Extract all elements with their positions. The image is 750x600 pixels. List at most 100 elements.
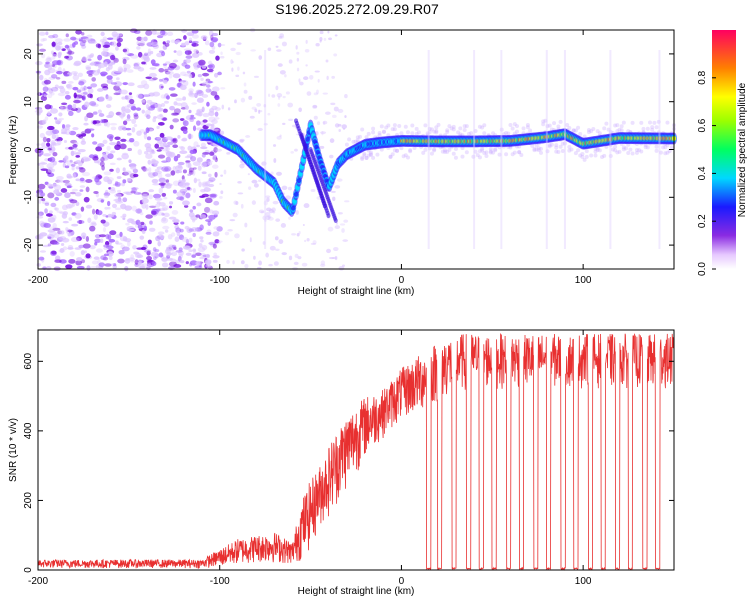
spectrogram-noise: [143, 52, 148, 56]
spectrogram-noise: [61, 124, 66, 129]
spectrogram-noise: [258, 55, 263, 60]
spectrogram-noise: [213, 117, 220, 120]
spectrogram-noise: [154, 32, 163, 35]
spectrogram-noise: [106, 145, 111, 151]
spectrogram-noise: [154, 103, 163, 109]
spectrogram-halo: [543, 118, 548, 123]
spectrogram-noise: [140, 37, 145, 41]
spectrogram-noise: [40, 192, 46, 197]
spectrogram-halo: [447, 124, 452, 129]
spectrogram-noise: [277, 63, 283, 67]
spectrogram-halo: [458, 126, 463, 131]
spectrogram-halo: [427, 146, 432, 151]
spectrogram-halo: [562, 141, 567, 146]
spectrogram-noise: [179, 71, 187, 76]
spectrogram-noise: [161, 217, 167, 222]
spectrogram-noise: [342, 127, 346, 130]
spectrogram-noise: [68, 130, 77, 136]
spectrogram-halo: [580, 152, 585, 157]
spectrogram-noise: [239, 139, 244, 143]
spectrogram-halo: [554, 143, 559, 148]
spectrogram-noise: [166, 71, 174, 75]
spectrogram-noise: [251, 106, 257, 110]
spectrogram-halo: [600, 154, 605, 159]
spectrogram-halo: [654, 144, 659, 149]
spectrogram-noise: [121, 127, 128, 131]
spectrogram-noise: [71, 223, 79, 227]
spectrogram-noise: [47, 229, 56, 233]
spectrogram-noise: [80, 86, 84, 92]
spectrogram-noise: [278, 239, 284, 244]
spectrogram-halo: [493, 148, 498, 153]
spectrogram-ytick-label: 0: [23, 146, 34, 152]
spectrogram-noise: [178, 234, 185, 241]
spectrogram-noise: [326, 248, 332, 254]
spectrogram-noise: [191, 227, 198, 233]
spectrogram-halo: [641, 126, 646, 131]
spectrogram-noise: [232, 60, 235, 64]
spectrogram-noise: [64, 129, 72, 135]
spectrogram-noise: [332, 196, 336, 202]
spectrogram-noise: [165, 146, 170, 152]
spectrogram-noise: [41, 201, 50, 205]
spectrogram-noise: [81, 96, 85, 100]
spectrogram-noise: [106, 95, 113, 102]
spectrogram-noise: [102, 47, 109, 52]
spectrogram-noise: [84, 115, 88, 122]
spectrogram-noise: [304, 239, 307, 243]
spectrogram-halo: [375, 152, 380, 157]
spectrogram-noise: [271, 207, 276, 213]
spectrogram-noise: [319, 39, 322, 43]
spectrogram-noise: [213, 200, 220, 206]
spectrogram-noise: [126, 177, 132, 182]
spectrogram-noise: [202, 72, 210, 77]
spectrogram-noise: [190, 114, 195, 118]
spectrogram-noise: [76, 89, 82, 93]
spectrogram-noise: [332, 114, 337, 119]
spectrogram-noise: [334, 34, 338, 37]
spectrogram-halo: [399, 146, 404, 151]
spectrogram-halo: [560, 149, 565, 154]
spectrogram-noise: [215, 55, 220, 61]
spectrogram-noise: [44, 104, 52, 110]
spectrogram-halo: [528, 128, 533, 133]
spectrogram-noise: [196, 144, 200, 148]
spectrogram-halo: [392, 148, 397, 153]
spectrogram-noise: [191, 102, 197, 105]
spectrogram-halo: [488, 149, 493, 154]
spectrogram-noise: [145, 146, 152, 153]
spectrogram-noise: [207, 60, 213, 66]
spectrogram-noise: [154, 168, 160, 173]
spectrogram-noise: [143, 36, 148, 42]
spectrogram-halo: [621, 120, 626, 125]
spectrogram-halo: [634, 150, 639, 155]
spectrogram-noise: [52, 142, 57, 147]
spectrogram-noise: [128, 137, 135, 143]
spectrogram-noise: [38, 256, 45, 261]
spectrogram-noise: [180, 146, 185, 151]
spectrogram-noise: [212, 38, 218, 43]
spectrogram-halo: [602, 126, 607, 131]
spectrogram-noise: [85, 186, 90, 193]
spectrogram-noise: [336, 178, 343, 182]
spectrogram-noise: [183, 48, 192, 52]
spectrogram-noise: [205, 88, 212, 93]
spectrogram-noise: [158, 182, 166, 186]
spectrogram-noise: [156, 211, 164, 216]
spectrogram-noise: [122, 217, 126, 220]
spectrogram-noise: [125, 127, 132, 131]
spectrogram-noise: [187, 173, 192, 177]
spectrogram-noise: [71, 212, 77, 216]
spectrogram-noise: [54, 207, 59, 211]
spectrogram-halo: [645, 126, 650, 131]
spectrogram-noise: [161, 212, 165, 216]
spectrogram-noise: [193, 177, 198, 184]
spectrogram-noise: [59, 230, 65, 235]
spectrogram-halo: [475, 153, 480, 158]
spectrogram-noise: [105, 94, 109, 100]
colorbar-tick-label: 0.8: [697, 70, 708, 84]
spectrogram-noise: [214, 72, 219, 78]
spectrogram-noise: [172, 112, 180, 116]
spectrogram-noise: [306, 238, 310, 242]
spectrogram-noise: [130, 165, 137, 170]
